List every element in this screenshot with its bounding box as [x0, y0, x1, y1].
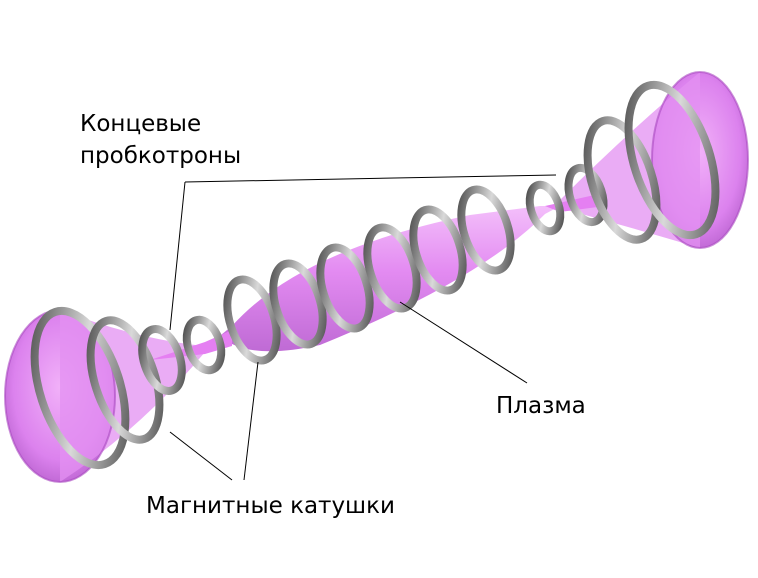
coil-ring: [30, 306, 130, 470]
coil-ring: [409, 205, 467, 295]
magnetic-coils-label: Магнитные катушки: [146, 493, 395, 519]
leader-line-coils-left: [169, 431, 233, 481]
leader-line-end-mirrors-top: [184, 174, 557, 183]
leader-line-end-mirrors-left: [169, 181, 186, 331]
coil-ring: [138, 325, 186, 395]
end-mirrors-label-line1: Концевые: [80, 111, 202, 137]
coil-ring: [269, 259, 327, 349]
plasma-label: Плазма: [496, 393, 586, 419]
coil-ring: [624, 80, 720, 240]
coil-ring: [316, 243, 374, 333]
leader-lines: [169, 174, 557, 481]
end-mirrors-label-line2: пробкотроны: [80, 143, 242, 169]
end-mirrors-label: Концевые пробкотроны: [80, 108, 241, 172]
leader-line-plasma: [399, 301, 528, 384]
coil-ring: [525, 180, 565, 236]
coil-ring: [86, 316, 164, 444]
coil-rings: [30, 80, 720, 470]
coil-ring: [583, 116, 661, 244]
coil-ring: [564, 163, 608, 227]
coil-ring: [223, 275, 281, 365]
coil-ring: [363, 223, 421, 313]
coil-ring: [457, 185, 515, 275]
leader-line-coils-mid: [243, 361, 259, 481]
coil-ring: [182, 315, 226, 375]
